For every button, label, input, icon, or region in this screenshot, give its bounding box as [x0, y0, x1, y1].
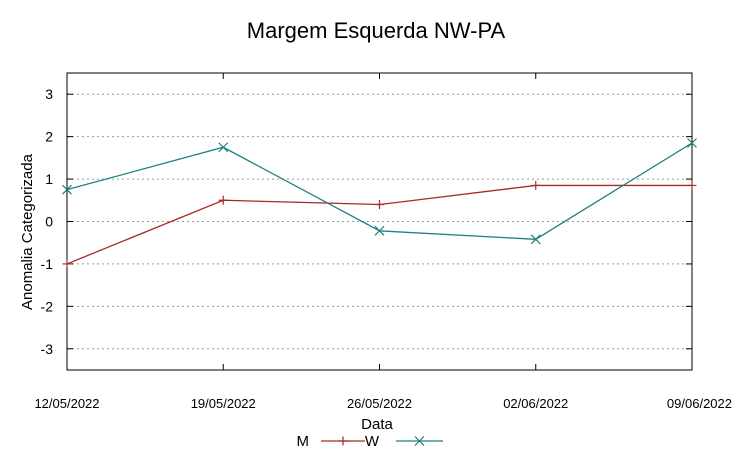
series-w [62, 138, 697, 245]
legend-marker-m [338, 436, 348, 446]
y-tick-label: 1 [45, 171, 53, 187]
data-point-w [218, 142, 229, 153]
data-point-m [62, 259, 72, 269]
x-axis-label: Data [361, 416, 393, 433]
series-m [62, 180, 697, 269]
x-tick-label: 26/05/2022 [347, 396, 412, 411]
data-point-m [218, 195, 228, 205]
y-tick-label: -1 [41, 256, 54, 272]
y-tick-label: -3 [41, 341, 54, 357]
data-point-m [531, 180, 541, 190]
data-point-w [62, 184, 72, 195]
x-axis-ticks: 12/05/2022 19/05/2022 26/05/2022 02/06/2022… [34, 73, 732, 411]
legend-label-w: W [365, 433, 380, 450]
data-point-w [374, 225, 385, 236]
legend-label-m: M [297, 433, 310, 450]
series-line-m [66, 184, 692, 265]
y-tick-label: 0 [45, 214, 53, 230]
y-tick-label: 2 [45, 129, 53, 145]
data-series [62, 138, 697, 269]
y-tick-label: -2 [41, 298, 54, 314]
data-point-w [530, 234, 541, 245]
data-point-m [687, 180, 697, 190]
data-point-m [375, 200, 384, 210]
y-axis-label: Anomalia Categorizada [19, 153, 36, 310]
x-tick-label: 12/05/2022 [34, 396, 99, 411]
x-tick-label: 09/06/2022 [667, 396, 732, 411]
y-tick-label: 3 [45, 86, 53, 102]
x-tick-label: 02/06/2022 [503, 396, 568, 411]
series-line-w [66, 142, 693, 240]
x-tick-label: 19/05/2022 [191, 396, 256, 411]
chart-title: Margem Esquerda NW-PA [247, 18, 506, 43]
grid-lines [67, 93, 692, 350]
data-point-w [687, 138, 697, 148]
legend-marker-w [414, 436, 425, 446]
